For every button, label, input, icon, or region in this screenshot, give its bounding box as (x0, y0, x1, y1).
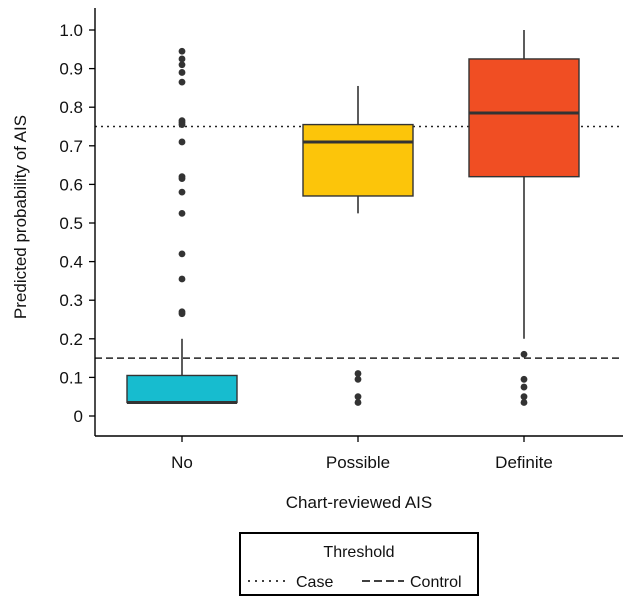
y-tick-label: 0 (74, 407, 83, 426)
y-axis-title: Predicted probability of AIS (11, 115, 30, 319)
box-possible (302, 85, 414, 406)
outlier-point (178, 138, 186, 146)
legend-title: Threshold (323, 544, 394, 561)
box-body (302, 123, 414, 197)
y-tick-label: 0.5 (59, 214, 83, 233)
outlier-point (520, 383, 528, 391)
outlier-point (178, 55, 186, 63)
box-no (126, 47, 238, 404)
x-ticks: No Possible Definite (171, 436, 553, 472)
outlier-point (178, 175, 186, 183)
y-ticks: 0 0.1 0.2 0.3 0.4 0.5 0.6 0.7 0.8 0.9 1.0 (59, 21, 95, 426)
outlier-point (178, 47, 186, 55)
legend-box (239, 532, 479, 596)
y-tick-label: 0.9 (59, 60, 83, 79)
box-body (126, 374, 238, 404)
legend-control-label: Control (410, 574, 462, 591)
outlier-point (178, 121, 186, 128)
outlier-point (178, 310, 186, 318)
y-tick-label: 0.7 (59, 137, 83, 156)
outlier-point (520, 399, 528, 406)
outlier-point (178, 61, 186, 69)
outlier-point (520, 393, 528, 401)
y-tick-label: 0.2 (59, 330, 83, 349)
x-tick-label-possible: Possible (326, 453, 390, 472)
y-tick-label: 0.6 (59, 175, 83, 194)
box-layer (126, 30, 580, 406)
y-tick-label: 0.8 (59, 98, 83, 117)
outlier-point (354, 399, 362, 406)
outlier-point (178, 275, 186, 283)
outlier-point (354, 370, 362, 377)
legend: Threshold Case Control (239, 532, 479, 596)
x-axis-title: Chart-reviewed AIS (286, 493, 432, 512)
y-tick-label: 0.4 (59, 253, 83, 272)
box-definite (468, 30, 580, 406)
outlier-point (178, 69, 186, 76)
outlier-point (178, 188, 186, 196)
y-tick-label: 0.3 (59, 291, 83, 310)
x-tick-label-no: No (171, 453, 193, 472)
outlier-point (354, 375, 362, 383)
outlier-point (178, 250, 186, 258)
axes (94, 8, 623, 437)
outlier-point (354, 393, 362, 401)
outlier-point (520, 350, 528, 358)
y-tick-label: 0.1 (59, 368, 83, 387)
outlier-point (178, 78, 186, 86)
outlier-point (178, 209, 186, 217)
x-tick-label-definite: Definite (495, 453, 553, 472)
y-tick-label: 1.0 (59, 21, 83, 40)
outlier-point (520, 375, 528, 383)
legend-case-label: Case (296, 574, 333, 591)
box-body (468, 58, 580, 178)
